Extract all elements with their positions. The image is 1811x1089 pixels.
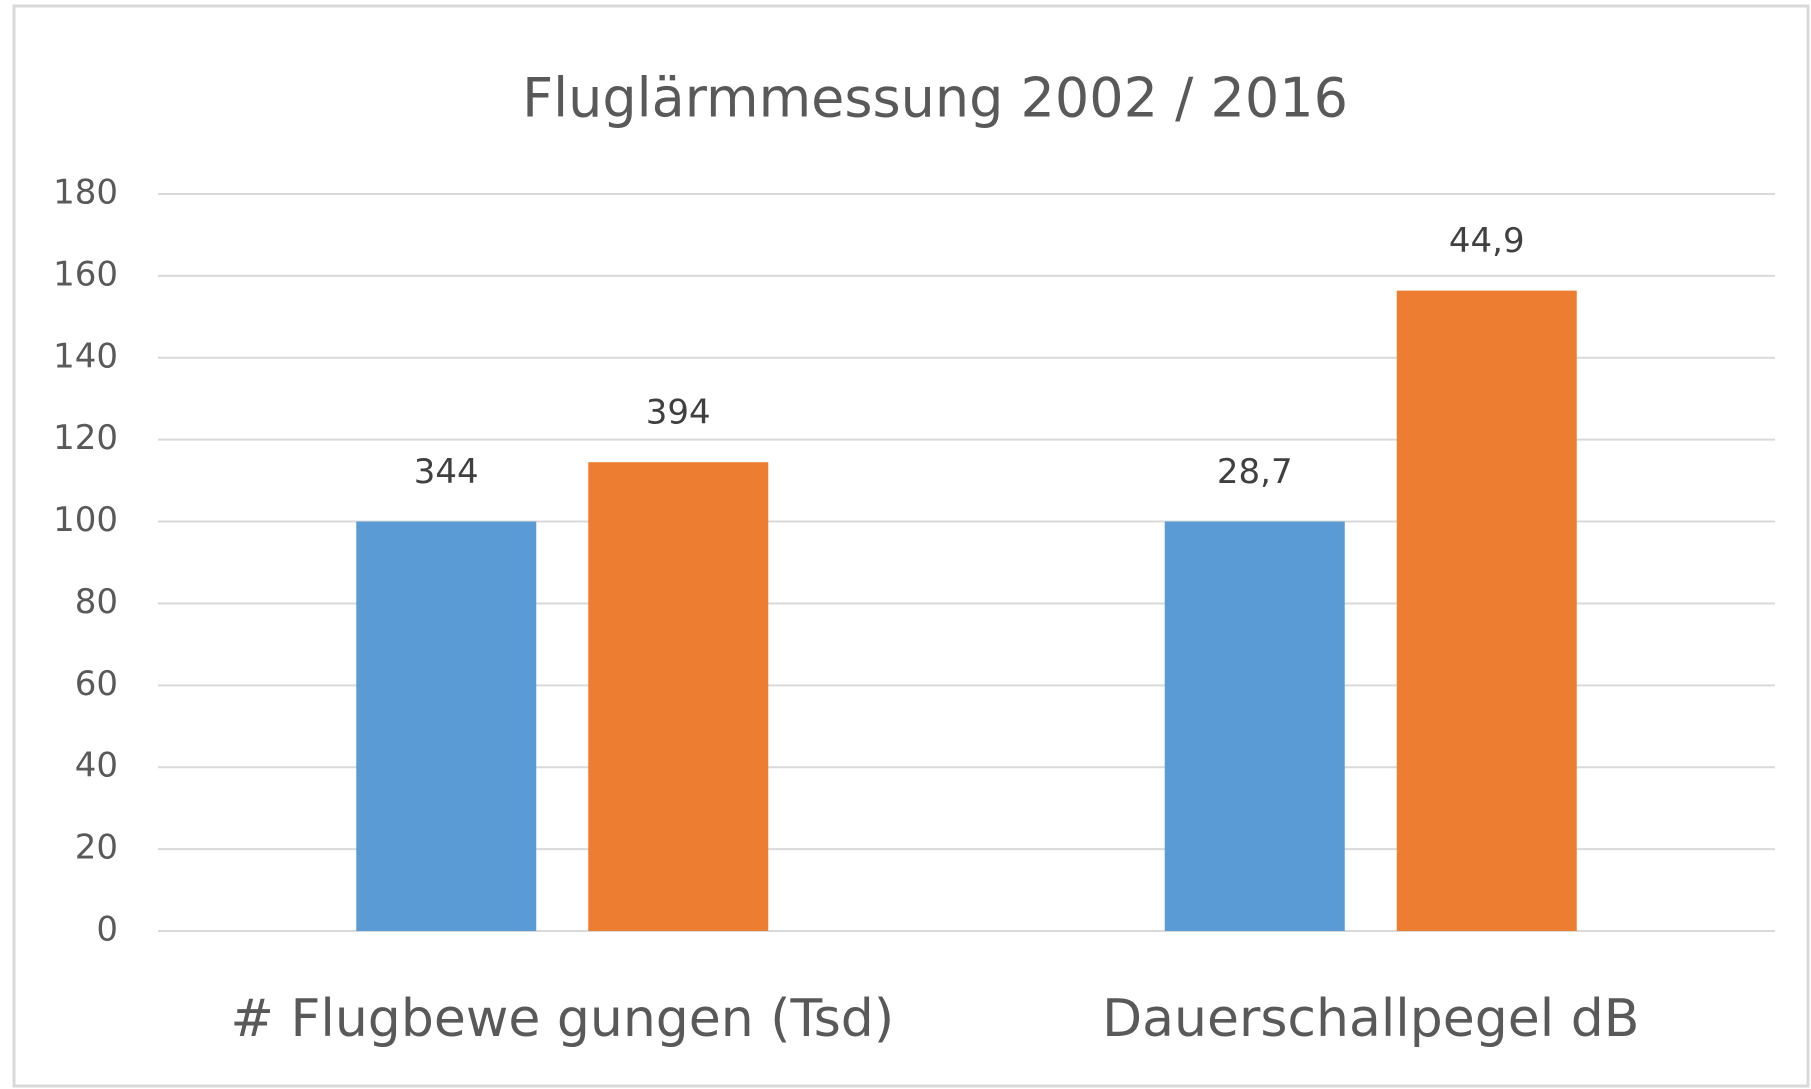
x-tick-label: Dauerschallpegel dB bbox=[1102, 989, 1639, 1049]
data-label: 28,7 bbox=[1217, 452, 1293, 492]
data-label: 44,9 bbox=[1449, 221, 1525, 261]
chart-title: Fluglärmmessung 2002 / 2016 bbox=[522, 67, 1348, 130]
y-tick-label: 100 bbox=[53, 500, 118, 540]
y-tick-label: 0 bbox=[96, 910, 118, 950]
data-label: 344 bbox=[414, 452, 479, 492]
bar bbox=[588, 462, 769, 931]
y-tick-label: 160 bbox=[53, 254, 118, 294]
y-tick-label: 60 bbox=[75, 664, 118, 704]
y-tick-label: 120 bbox=[53, 418, 118, 458]
y-tick-label: 80 bbox=[75, 582, 118, 622]
bar bbox=[356, 521, 537, 931]
y-tick-label: 20 bbox=[75, 828, 118, 868]
bar bbox=[1396, 290, 1577, 931]
y-tick-label: 140 bbox=[53, 336, 118, 376]
bar bbox=[1164, 521, 1345, 931]
y-tick-label: 40 bbox=[75, 746, 118, 786]
x-tick-label: # Flugbewe gungen (Tsd) bbox=[230, 989, 894, 1049]
y-tick-label: 180 bbox=[53, 173, 118, 213]
data-label: 394 bbox=[646, 393, 711, 433]
